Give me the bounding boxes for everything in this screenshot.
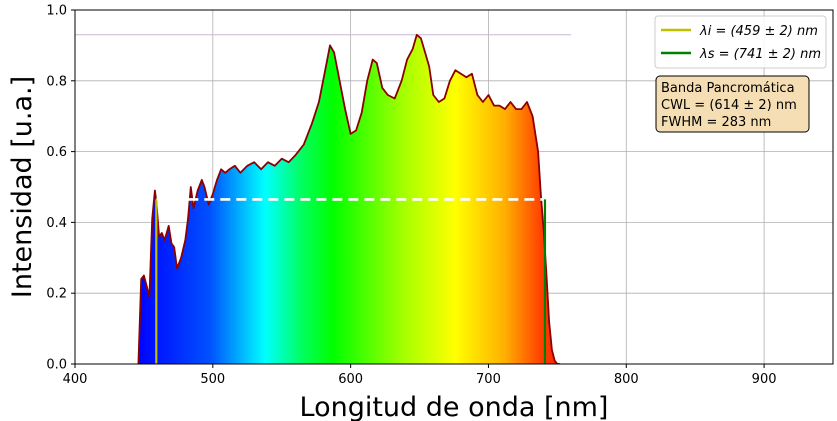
y-tick-label: 0.2	[46, 287, 67, 302]
x-tick-label: 500	[200, 372, 225, 387]
y-tick-label: 1.0	[46, 4, 67, 19]
x-tick-label: 700	[476, 372, 501, 387]
y-tick-label: 0.6	[46, 145, 67, 160]
x-tick-label: 800	[614, 372, 639, 387]
y-tick-label: 0.0	[46, 358, 67, 373]
info-box-background	[655, 75, 810, 133]
x-axis-ticks: 400 500 600 700 800 900	[63, 364, 777, 387]
legend-label-lambda-s: λs = (741 ± 2) nm	[699, 47, 821, 62]
spectrum-line	[137, 33, 561, 364]
y-axis-ticks: 0.0 0.2 0.4 0.6 0.8 1.0	[46, 4, 75, 373]
info-box: Banda Pancromática CWL = (614 ± 2) nm FW…	[655, 75, 810, 133]
marker-lines	[155, 199, 547, 364]
x-tick-label: 400	[63, 372, 88, 387]
info-box-fwhm: FWHM = 283 nm	[661, 115, 771, 130]
legend: λi = (459 ± 2) nm λs = (741 ± 2) nm	[654, 15, 827, 69]
y-tick-label: 0.4	[46, 216, 67, 231]
legend-label-lambda-i: λi = (459 ± 2) nm	[699, 24, 818, 39]
legend-box	[654, 15, 827, 69]
y-tick-label: 0.8	[46, 74, 67, 89]
info-box-cwl: CWL = (614 ± 2) nm	[661, 98, 797, 113]
y-axis-title: Intensidad [u.a.]	[7, 76, 38, 298]
x-tick-label: 600	[338, 372, 363, 387]
info-box-title: Banda Pancromática	[661, 81, 795, 96]
axes-frame	[74, 9, 834, 365]
x-axis-title: Longitud de onda [nm]	[300, 392, 609, 421]
x-tick-label: 900	[752, 372, 777, 387]
